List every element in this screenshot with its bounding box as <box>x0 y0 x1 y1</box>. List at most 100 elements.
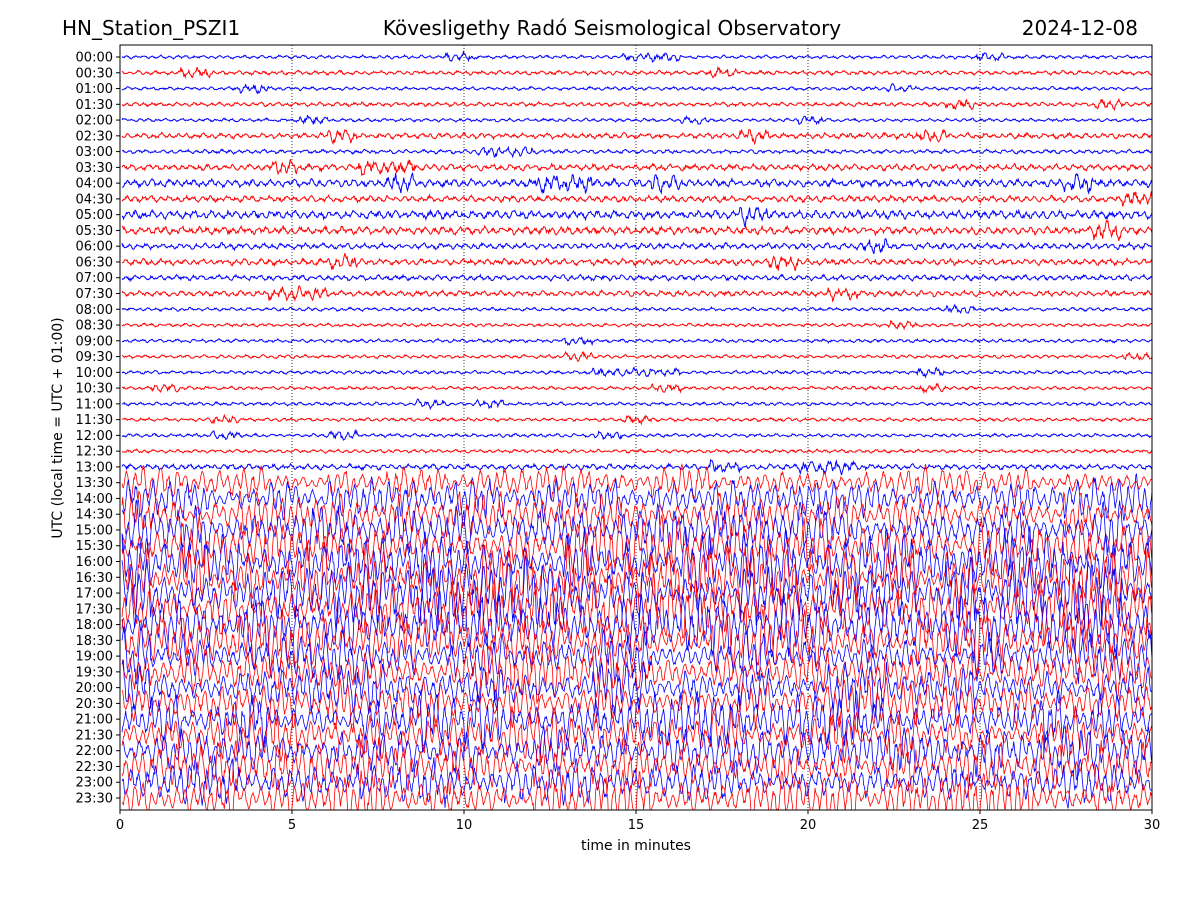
y-tick-label: 13:30 <box>76 476 113 491</box>
trace-1700 <box>121 553 1152 633</box>
y-tick-label: 22:30 <box>76 760 113 775</box>
y-tick-label: 23:30 <box>76 792 113 807</box>
y-tick-label: 14:30 <box>76 508 113 523</box>
trace-1230 <box>121 448 1152 455</box>
trace-1300 <box>121 458 1152 476</box>
y-tick-label: 13:00 <box>76 460 113 475</box>
trace-1730 <box>121 573 1152 645</box>
y-tick-label: 01:00 <box>76 82 113 97</box>
trace-1100 <box>121 398 1152 411</box>
trace-1800 <box>121 588 1152 664</box>
x-ticks: 0 5 10 15 20 25 30 <box>116 810 1160 833</box>
y-tick-label: 19:30 <box>76 665 113 680</box>
y-tick-label: 04:30 <box>76 192 113 207</box>
y-tick-label: 21:00 <box>76 713 113 728</box>
station-title: HN_Station_PSZI1 <box>62 16 240 40</box>
y-tick-label: 03:00 <box>76 145 113 160</box>
y-tick-label: 06:30 <box>76 255 113 270</box>
trace-1030 <box>121 382 1152 395</box>
y-tick-label: 10:00 <box>76 366 113 381</box>
y-tick-label: 15:00 <box>76 523 113 538</box>
trace-2300 <box>121 755 1152 809</box>
y-tick-label: 05:30 <box>76 224 113 239</box>
trace-0400 <box>121 171 1152 195</box>
y-tick-label: 22:00 <box>76 744 113 759</box>
y-tick-label: 15:30 <box>76 539 113 554</box>
trace-2100 <box>121 689 1152 751</box>
y-tick-label: 18:00 <box>76 618 113 633</box>
trace-0800 <box>121 303 1152 315</box>
x-axis-label: time in minutes <box>581 838 691 854</box>
trace-1930 <box>121 643 1152 704</box>
y-tick-label: 11:30 <box>76 413 113 428</box>
y-tick-label: 20:00 <box>76 681 113 696</box>
trace-0630 <box>121 253 1152 272</box>
trace-2230 <box>121 735 1152 796</box>
trace-1600 <box>121 526 1152 599</box>
y-tick-label: 07:30 <box>76 287 113 302</box>
y-tick-label: 05:00 <box>76 208 113 223</box>
trace-1900 <box>121 625 1152 685</box>
x-tick-label: 15 <box>628 818 645 833</box>
trace-1630 <box>121 539 1152 618</box>
x-tick-label: 20 <box>800 818 817 833</box>
y-tick-label: 11:00 <box>76 397 113 412</box>
y-tick-label: 00:00 <box>76 51 113 66</box>
y-tick-label: 21:30 <box>76 728 113 743</box>
trace-1130 <box>121 413 1152 426</box>
trace-0530 <box>121 219 1152 242</box>
y-tick-label: 10:30 <box>76 382 113 397</box>
y-tick-label: 16:30 <box>76 571 113 586</box>
y-tick-label: 16:00 <box>76 555 113 570</box>
y-axis-label: UTC (local time = UTC + 01:00) <box>50 317 66 538</box>
trace-0730 <box>121 284 1152 303</box>
trace-2330 <box>121 769 1152 810</box>
date-title: 2024-12-08 <box>1022 16 1138 40</box>
y-tick-label: 08:00 <box>76 303 113 318</box>
y-tick-label: 08:30 <box>76 319 113 334</box>
y-tick-label: 17:30 <box>76 602 113 617</box>
y-tick-label: 19:00 <box>76 650 113 665</box>
chart-title: Kövesligethy Radó Seismological Observat… <box>383 16 841 40</box>
trace-0100 <box>121 82 1152 95</box>
y-tick-label: 07:00 <box>76 271 113 286</box>
trace-1000 <box>121 366 1152 379</box>
trace-1330 <box>121 463 1152 503</box>
traces <box>121 50 1152 810</box>
trace-1430 <box>121 490 1152 541</box>
y-tick-label: 02:30 <box>76 129 113 144</box>
trace-2200 <box>121 723 1152 781</box>
y-tick-label: 01:30 <box>76 98 113 113</box>
y-tick-label: 23:00 <box>76 776 113 791</box>
x-tick-label: 5 <box>288 818 296 833</box>
trace-0130 <box>121 97 1152 112</box>
trace-0330 <box>121 159 1152 177</box>
trace-1500 <box>121 499 1152 562</box>
trace-1830 <box>121 605 1152 676</box>
trace-0030 <box>121 65 1152 80</box>
y-tick-label: 12:30 <box>76 445 113 460</box>
trace-2000 <box>121 659 1152 721</box>
trace-0600 <box>121 237 1152 255</box>
trace-0830 <box>121 319 1152 331</box>
trace-1530 <box>121 514 1152 579</box>
y-tick-label: 03:30 <box>76 161 113 176</box>
x-tick-label: 0 <box>116 818 124 833</box>
y-tick-label: 12:00 <box>76 429 113 444</box>
trace-1200 <box>121 428 1152 441</box>
trace-0430 <box>121 191 1152 207</box>
y-tick-label: 09:30 <box>76 350 113 365</box>
y-tick-label: 18:30 <box>76 634 113 649</box>
y-tick-label: 20:30 <box>76 697 113 712</box>
y-tick-label: 09:00 <box>76 334 113 349</box>
trace-0900 <box>121 336 1152 347</box>
trace-2030 <box>121 677 1152 733</box>
x-tick-label: 30 <box>1144 818 1161 833</box>
y-tick-label: 00:30 <box>76 66 113 81</box>
trace-0930 <box>122 350 1152 362</box>
trace-0300 <box>121 145 1152 159</box>
trace-0200 <box>121 114 1152 126</box>
y-tick-label: 06:00 <box>76 240 113 255</box>
x-tick-label: 25 <box>972 818 989 833</box>
